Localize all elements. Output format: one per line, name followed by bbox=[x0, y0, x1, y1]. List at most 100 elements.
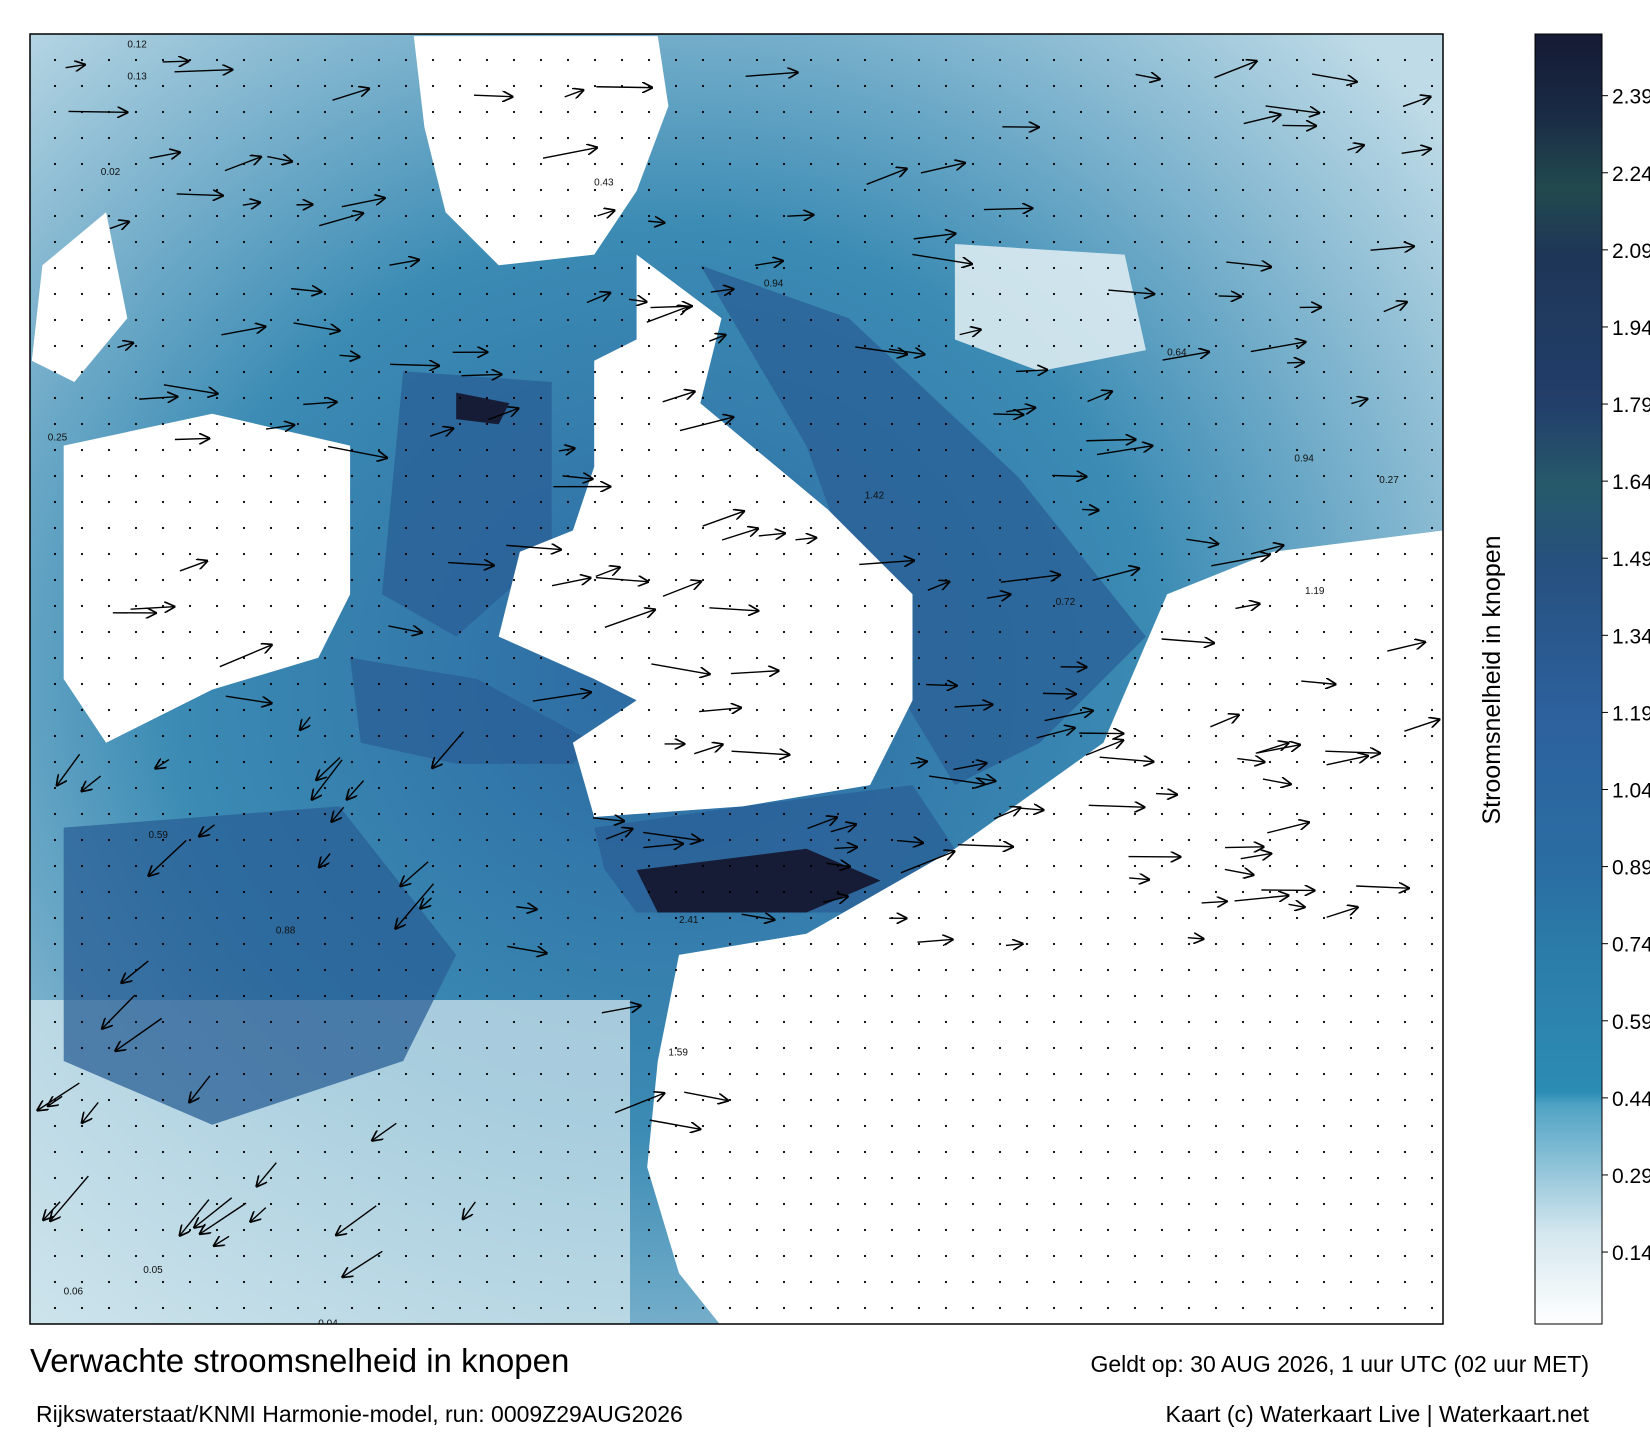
grid-dot bbox=[351, 423, 353, 425]
grid-dot bbox=[216, 839, 218, 841]
grid-dot bbox=[1296, 969, 1298, 971]
grid-dot bbox=[54, 787, 56, 789]
grid-dot bbox=[540, 163, 542, 165]
grid-dot bbox=[54, 501, 56, 503]
grid-dot bbox=[1215, 969, 1217, 971]
grid-dot bbox=[1107, 709, 1109, 711]
grid-dot bbox=[351, 527, 353, 529]
grid-dot bbox=[621, 241, 623, 243]
grid-dot bbox=[1350, 1255, 1352, 1257]
grid-dot bbox=[1350, 527, 1352, 529]
grid-dot bbox=[648, 865, 650, 867]
grid-dot bbox=[432, 111, 434, 113]
grid-dot bbox=[621, 449, 623, 451]
grid-dot bbox=[1161, 579, 1163, 581]
grid-dot bbox=[567, 943, 569, 945]
grid-dot bbox=[1296, 319, 1298, 321]
grid-dot bbox=[1026, 631, 1028, 633]
grid-dot bbox=[1107, 1229, 1109, 1231]
grid-dot bbox=[270, 1177, 272, 1179]
grid-dot bbox=[837, 371, 839, 373]
grid-dot bbox=[405, 85, 407, 87]
grid-dot bbox=[675, 917, 677, 919]
grid-dot bbox=[351, 1125, 353, 1127]
grid-dot bbox=[324, 1281, 326, 1283]
grid-dot bbox=[270, 137, 272, 139]
grid-dot bbox=[918, 943, 920, 945]
grid-dot bbox=[243, 59, 245, 61]
grid-dot bbox=[756, 761, 758, 763]
grid-dot bbox=[216, 163, 218, 165]
grid-dot bbox=[1269, 1255, 1271, 1257]
grid-dot bbox=[1215, 215, 1217, 217]
grid-dot bbox=[837, 709, 839, 711]
grid-dot bbox=[459, 891, 461, 893]
grid-dot bbox=[729, 423, 731, 425]
grid-dot bbox=[81, 1281, 83, 1283]
grid-dot bbox=[1026, 501, 1028, 503]
grid-dot bbox=[783, 891, 785, 893]
grid-dot bbox=[702, 1255, 704, 1257]
grid-dot bbox=[324, 449, 326, 451]
grid-dot bbox=[783, 1203, 785, 1205]
grid-dot bbox=[405, 1177, 407, 1179]
grid-dot bbox=[1161, 891, 1163, 893]
grid-dot bbox=[567, 1099, 569, 1101]
grid-dot bbox=[486, 891, 488, 893]
grid-dot bbox=[1107, 813, 1109, 815]
grid-dot bbox=[1296, 709, 1298, 711]
grid-dot bbox=[621, 995, 623, 997]
grid-dot bbox=[432, 735, 434, 737]
grid-dot bbox=[1080, 1229, 1082, 1231]
grid-dot bbox=[1080, 865, 1082, 867]
grid-dot bbox=[243, 1125, 245, 1127]
grid-dot bbox=[1269, 1021, 1271, 1023]
grid-dot bbox=[648, 891, 650, 893]
grid-dot bbox=[1026, 1099, 1028, 1101]
grid-dot bbox=[891, 995, 893, 997]
grid-dot bbox=[648, 85, 650, 87]
grid-dot bbox=[864, 215, 866, 217]
grid-dot bbox=[729, 475, 731, 477]
grid-dot bbox=[864, 85, 866, 87]
grid-dot bbox=[243, 1281, 245, 1283]
grid-dot bbox=[486, 397, 488, 399]
grid-dot bbox=[1431, 1203, 1433, 1205]
grid-dot bbox=[405, 1203, 407, 1205]
grid-dot bbox=[1404, 475, 1406, 477]
grid-dot bbox=[999, 787, 1001, 789]
grid-dot bbox=[270, 1073, 272, 1075]
grid-dot bbox=[729, 969, 731, 971]
grid-dot bbox=[1107, 1255, 1109, 1257]
grid-dot bbox=[270, 1047, 272, 1049]
grid-dot bbox=[378, 1151, 380, 1153]
grid-dot bbox=[972, 137, 974, 139]
grid-dot bbox=[1377, 839, 1379, 841]
grid-dot bbox=[513, 787, 515, 789]
grid-dot bbox=[648, 137, 650, 139]
grid-dot bbox=[189, 605, 191, 607]
grid-dot bbox=[243, 735, 245, 737]
grid-dot bbox=[135, 943, 137, 945]
grid-dot bbox=[1377, 293, 1379, 295]
grid-dot bbox=[1161, 189, 1163, 191]
grid-dot bbox=[1053, 657, 1055, 659]
grid-dot bbox=[1161, 241, 1163, 243]
grid-dot bbox=[810, 891, 812, 893]
grid-dot bbox=[1107, 865, 1109, 867]
grid-dot bbox=[1107, 293, 1109, 295]
grid-dot bbox=[729, 345, 731, 347]
grid-dot bbox=[675, 371, 677, 373]
colorbar-tick-label: 2.24 bbox=[1612, 163, 1650, 186]
grid-dot bbox=[1404, 943, 1406, 945]
grid-dot bbox=[810, 449, 812, 451]
point-label: 0.06 bbox=[64, 1286, 84, 1297]
grid-dot bbox=[1215, 579, 1217, 581]
grid-dot bbox=[999, 137, 1001, 139]
grid-dot bbox=[108, 267, 110, 269]
grid-dot bbox=[297, 1281, 299, 1283]
grid-dot bbox=[1188, 865, 1190, 867]
grid-dot bbox=[1026, 1151, 1028, 1153]
grid-dot bbox=[1350, 59, 1352, 61]
grid-dot bbox=[324, 839, 326, 841]
